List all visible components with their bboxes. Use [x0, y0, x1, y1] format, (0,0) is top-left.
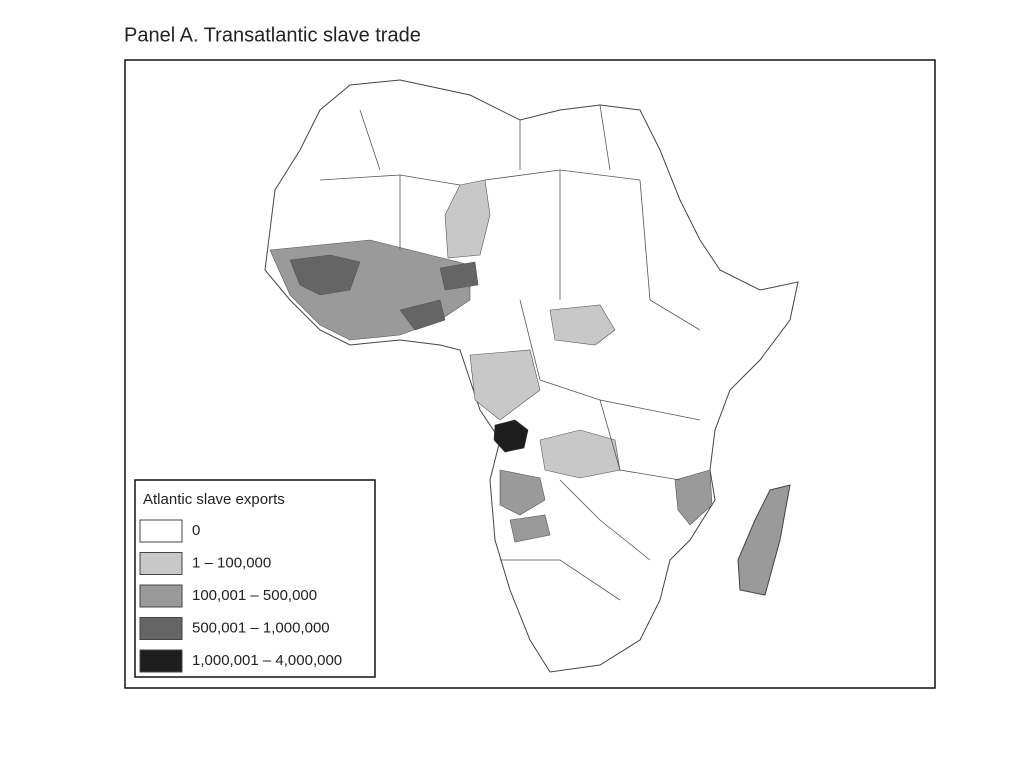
region-light: [549, 304, 616, 346]
legend-swatch: [139, 584, 183, 608]
legend-label: 500,001 – 1,000,000: [192, 619, 330, 636]
map: [264, 79, 799, 673]
region-mid: [674, 469, 713, 526]
madagascar: [737, 484, 791, 596]
region-dark: [289, 254, 361, 296]
legend-label: 0: [192, 522, 200, 539]
legend-swatch: [139, 552, 183, 575]
legend: Atlantic slave exports 0 1 – 100,000 100,0…: [134, 479, 376, 678]
legend-swatch: [139, 617, 183, 640]
legend-swatch: [139, 649, 183, 673]
legend-label: 100,001 – 500,000: [192, 587, 317, 604]
region-dark: [439, 261, 479, 291]
region-dark: [399, 299, 446, 331]
legend-box: [134, 479, 376, 678]
region-mid: [509, 514, 551, 543]
region-darkest: [493, 419, 529, 453]
internal-border: [319, 104, 701, 601]
region-mid: [499, 469, 546, 516]
legend-label: 1,000,001 – 4,000,000: [192, 652, 342, 669]
legend-swatch: [139, 519, 183, 543]
region-light: [469, 349, 541, 421]
legend-title: Atlantic slave exports: [143, 491, 285, 508]
legend-label: 1 – 100,000: [192, 554, 271, 571]
panel-title: Panel A. Transatlantic slave trade: [124, 24, 421, 46]
